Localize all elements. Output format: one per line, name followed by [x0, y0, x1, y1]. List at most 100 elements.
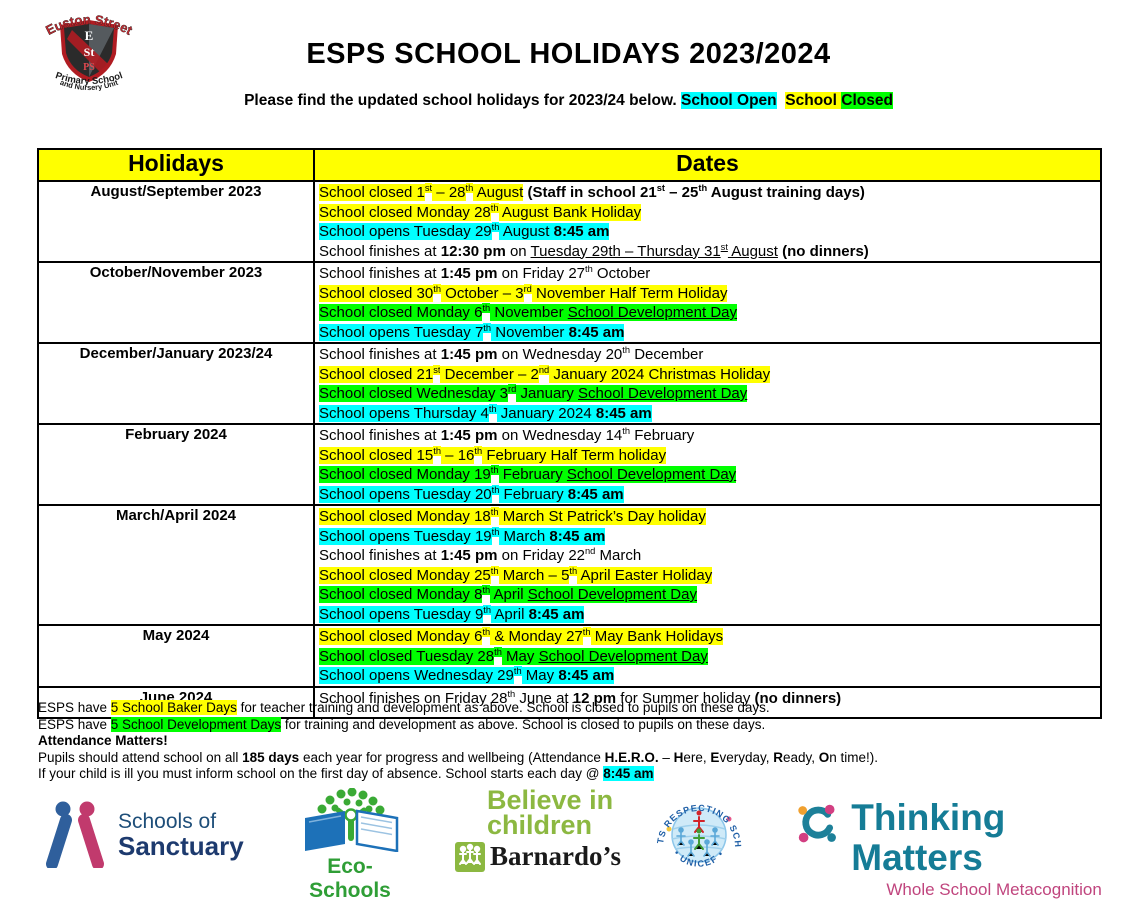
holidays-table: Holidays Dates August/September 2023 Scho…: [37, 148, 1102, 719]
text-segment: School Development Day: [527, 586, 697, 603]
text-segment: 8:45 am: [603, 766, 654, 782]
date-line: School closed 1st – 28th August (Staff i…: [319, 183, 1098, 203]
crest-letter-e: E: [85, 28, 94, 43]
date-line: School closed Monday 25th March – 5th Ap…: [319, 565, 1098, 586]
text-segment: January: [516, 385, 578, 402]
text-segment: rd: [523, 283, 532, 294]
thinking-matters-title: Thinking Matters: [851, 797, 1006, 878]
page-title: ESPS SCHOOL HOLIDAYS 2023/2024: [306, 38, 831, 70]
text-segment: eady,: [782, 749, 819, 765]
unicef-rights-respecting-school-logo: RIGHTS RESPECTING SCHOOL • UNICEF •: [651, 781, 743, 882]
column-header-dates: Dates: [313, 148, 1102, 182]
text-segment: O: [818, 749, 830, 765]
eco-schools-logo: Eco-Schools: [294, 787, 406, 903]
text-segment: th: [483, 604, 492, 615]
text-segment: January 2024: [496, 404, 596, 422]
eco-schools-icon: [305, 787, 399, 853]
text-segment: – 28: [432, 184, 466, 201]
date-line: School finishes at 1:45 pm on Wednesday …: [319, 345, 1098, 365]
text-segment: th: [433, 445, 442, 456]
table-row: March/April 2024 School closed Monday 18t…: [37, 504, 1102, 626]
text-segment: School closed 30: [319, 284, 434, 302]
date-line: School closed Monday 6th November School…: [319, 303, 1098, 323]
text-segment: 1:45 pm: [440, 547, 498, 564]
text-segment: School opens Tuesday 29: [319, 223, 492, 240]
text-segment: – 25: [664, 184, 699, 201]
text-segment: 5 School Development Days: [110, 716, 282, 732]
date-line: School finishes at 1:45 pm on Friday 22n…: [319, 546, 1098, 566]
text-segment: th: [474, 445, 483, 456]
dates-cell: School finishes at 1:45 pm on Friday 27t…: [313, 261, 1102, 344]
date-line: School finishes at 1:45 pm on Friday 27t…: [319, 264, 1098, 284]
table-row: October/November 2023 School finishes at …: [37, 261, 1102, 344]
text-segment: School closed 15: [319, 446, 434, 464]
text-segment: June at: [515, 689, 573, 707]
text-segment: School opens Tuesday 9: [319, 605, 484, 623]
svg-text:Primary School: Primary School: [54, 70, 124, 87]
text-segment: School closed Monday 18: [319, 508, 491, 525]
sanctuary-figures-icon: [46, 801, 104, 868]
footer-line: Pupils should attend school on all 185 d…: [38, 750, 1108, 767]
eco-schools-label: Eco-Schools: [309, 855, 391, 902]
unicef-badge-icon: RIGHTS RESPECTING SCHOOL • UNICEF •: [651, 781, 742, 869]
text-segment: on: [505, 242, 531, 260]
text-segment: August training days): [707, 184, 865, 201]
text-segment: E: [710, 749, 720, 765]
text-segment: 12:30 pm: [440, 242, 506, 260]
table-row: December/January 2023/24 School finishes …: [37, 342, 1102, 425]
text-segment: th: [433, 283, 442, 294]
text-segment: October – 3: [441, 284, 524, 302]
text-segment: st: [424, 183, 433, 193]
sanctuary-line2: Sanctuary: [118, 830, 244, 861]
text-segment: (no dinners): [782, 242, 869, 260]
text-segment: Attendance Matters!: [38, 733, 168, 749]
text-segment: th: [482, 627, 491, 637]
text-segment: n time!).: [829, 749, 879, 765]
text-segment: 8:45 am: [553, 223, 610, 240]
text-segment: School finishes on Friday 28: [319, 689, 508, 707]
barnardos-name: Barnardo’s: [490, 841, 622, 871]
text-segment: H: [673, 749, 684, 765]
text-segment: School opens Tuesday 7: [319, 323, 484, 341]
text-segment: May: [521, 667, 559, 684]
crest-letter-ps: PS: [83, 62, 95, 73]
date-line: School finishes at 12:30 pm on Tuesday 2…: [319, 242, 1098, 262]
text-segment: November: [490, 304, 568, 321]
text-segment: th: [491, 526, 500, 537]
table-row: May 2024 School closed Monday 6th & Monda…: [37, 624, 1102, 688]
text-segment: February Half Term holiday: [482, 446, 667, 464]
text-segment: August Bank Holiday: [498, 203, 642, 221]
text-segment: School finishes at: [319, 242, 441, 260]
text-segment: each year for progress and wellbeing (At…: [299, 749, 605, 765]
text-segment: School Development Day: [567, 304, 737, 321]
text-segment: th: [490, 565, 499, 576]
text-segment: April: [491, 605, 529, 623]
text-segment: May Bank Holidays: [590, 628, 724, 645]
text-segment: st: [656, 183, 665, 193]
text-segment: School: [785, 92, 842, 109]
text-segment: November: [491, 323, 569, 341]
text-segment: –: [658, 749, 674, 765]
text-segment: th: [513, 666, 522, 676]
table-row: August/September 2023 School closed 1st –…: [37, 180, 1102, 263]
date-line: School opens Tuesday 19th March 8:45 am: [319, 526, 1098, 547]
text-segment: H.E.R.O.: [604, 749, 659, 765]
date-line: School closed Tuesday 28th May School De…: [319, 646, 1098, 667]
text-segment: 8:45 am: [528, 605, 585, 623]
text-segment: Closed: [841, 92, 893, 109]
text-segment: School finishes at: [319, 346, 441, 363]
schools-of-sanctuary-logo: Schools of Sanctuary: [44, 800, 244, 868]
text-segment: th: [490, 465, 499, 475]
text-segment: on Friday 27: [497, 265, 585, 282]
holiday-cell: December/January 2023/24: [37, 342, 315, 425]
text-segment: School closed Monday 6: [319, 304, 483, 321]
text-segment: for Summer holiday: [616, 689, 755, 707]
dates-cell: School finishes at 1:45 pm on Wednesday …: [313, 342, 1102, 425]
text-segment: School closed Monday 25: [319, 566, 491, 584]
text-segment: rd: [508, 384, 517, 394]
text-segment: School closed 21: [319, 365, 434, 383]
text-segment: School closed Tuesday 28: [319, 647, 495, 665]
text-segment: School Open: [681, 92, 777, 109]
text-segment: on Wednesday 14: [497, 427, 623, 444]
barnardos-slogan-line1: Believe in: [487, 785, 614, 815]
